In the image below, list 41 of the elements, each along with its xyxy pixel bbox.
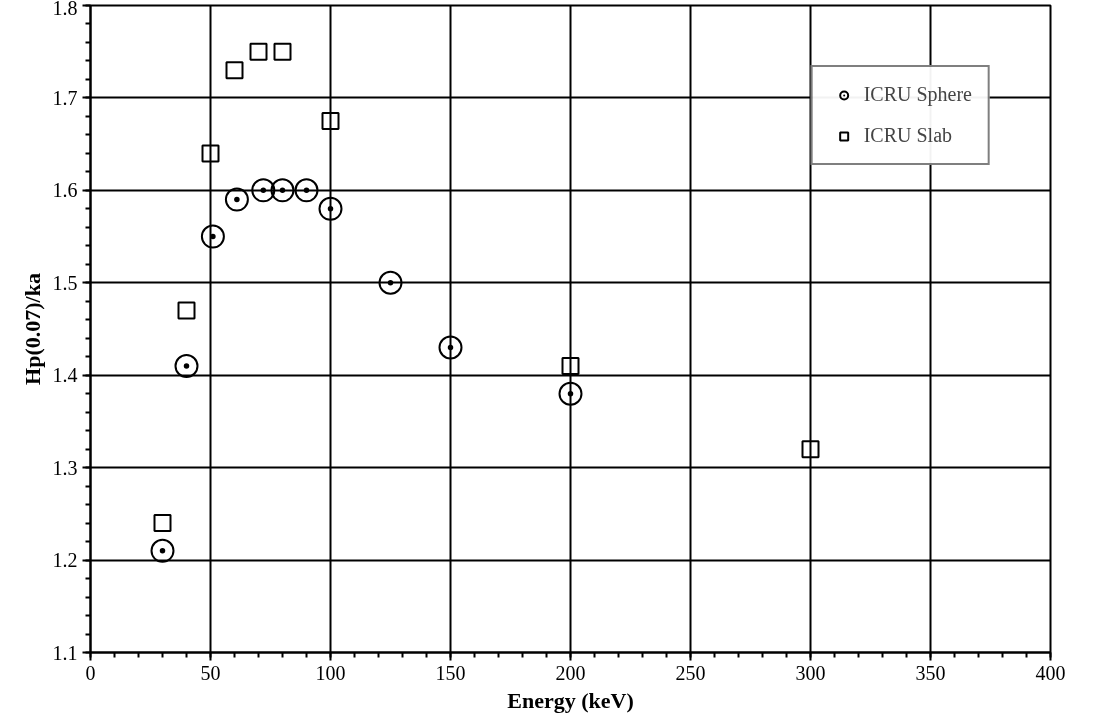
x-axis-title: Energy (keV) <box>507 687 634 713</box>
x-tick-label: 200 <box>555 661 586 684</box>
point <box>177 301 196 320</box>
point <box>174 353 199 378</box>
x-tick-label: 150 <box>435 661 466 684</box>
y-tick-label: 1.2 <box>52 549 78 572</box>
x-tick-label: 350 <box>915 661 946 684</box>
point <box>321 112 340 131</box>
y-tick-label: 1.5 <box>52 271 78 294</box>
point <box>318 196 343 221</box>
y-axis-title: Hp(0.07)/ka <box>19 273 45 385</box>
point <box>201 144 220 163</box>
x-tick-label: 400 <box>1035 661 1066 684</box>
legend-label: ICRU Slab <box>863 124 953 147</box>
point <box>378 270 403 295</box>
x-tick-label: 0 <box>85 661 96 684</box>
point <box>200 224 225 249</box>
point <box>438 335 463 360</box>
point <box>801 440 820 459</box>
point <box>294 178 319 203</box>
point <box>270 178 295 203</box>
point <box>224 187 249 212</box>
point <box>251 178 276 203</box>
y-tick-label: 1.3 <box>52 456 78 479</box>
x-tick-label: 250 <box>675 661 706 684</box>
y-tick-label: 1.7 <box>52 86 78 109</box>
point <box>273 42 292 61</box>
point <box>225 61 244 80</box>
y-tick-label: 1.8 <box>52 0 78 19</box>
point <box>558 381 583 406</box>
y-tick-label: 1.1 <box>52 641 78 664</box>
x-tick-label: 100 <box>315 661 346 684</box>
point <box>150 538 175 563</box>
point <box>153 514 172 533</box>
y-tick-label: 1.6 <box>52 179 78 202</box>
y-tick-label: 1.4 <box>52 364 78 387</box>
x-tick-label: 50 <box>200 661 221 684</box>
point <box>249 42 268 61</box>
x-tick-label: 300 <box>795 661 826 684</box>
legend-label: ICRU Sphere <box>863 83 972 106</box>
point <box>561 356 580 375</box>
